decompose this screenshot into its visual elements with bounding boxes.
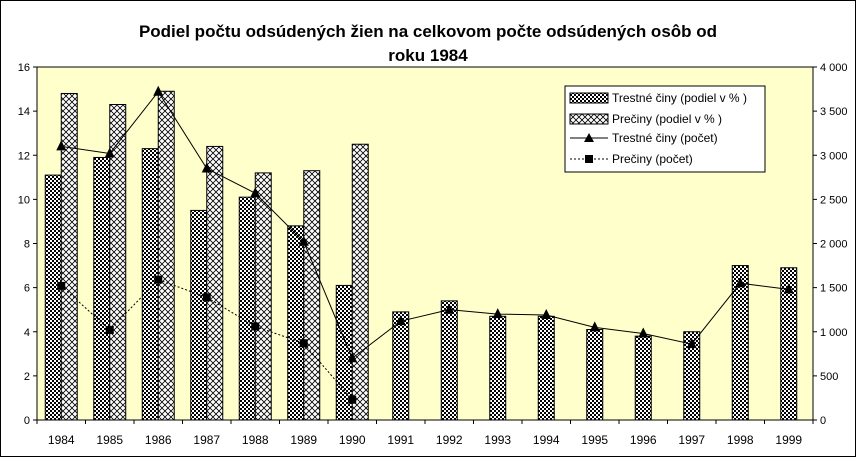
bar-trestne-podiel	[731, 265, 749, 421]
left-axis-tick-label: 16	[18, 62, 30, 74]
legend-label-preciny-pocet: Prečiny (počet)	[612, 152, 693, 166]
x-axis-tick-label: 1997	[678, 433, 705, 447]
x-axis: 1984 1985 1986 1987 1988 1989 1990 1991 1992 1993…	[36, 420, 814, 447]
marker-trestne-pocet	[589, 321, 600, 332]
marker-trestne-pocet	[250, 187, 261, 198]
x-axis-tick-label: 1998	[727, 433, 754, 447]
marker-preciny-pocet	[154, 275, 163, 284]
line-trestne-pocet	[61, 90, 789, 360]
x-axis-tick-label: 1992	[436, 433, 463, 447]
right-axis-tick-label: 1 500	[820, 283, 848, 295]
legend: Trestné činy (podiel v % ) Prečiny (podi…	[564, 85, 766, 173]
x-axis-tick-label: 1991	[387, 433, 414, 447]
bar-trestne-podiel	[683, 331, 701, 421]
marker-preciny-pocet	[202, 293, 211, 302]
left-axis-tick-label: 14	[18, 106, 30, 118]
x-axis-tick-label: 1986	[145, 433, 172, 447]
left-axis-tick-label: 10	[18, 194, 30, 206]
x-axis-tick-label: 1984	[48, 433, 75, 447]
bar-trestne-podiel	[44, 174, 62, 421]
legend-swatch-trestne-podiel	[569, 92, 609, 104]
legend-label-preciny-podiel: Prečiny (podiel v % )	[612, 112, 722, 126]
bar-trestne-podiel	[586, 329, 604, 421]
x-axis-tick-label: 1987	[193, 433, 220, 447]
bar-trestne-podiel	[190, 209, 208, 421]
x-axis-tick-label: 1989	[290, 433, 317, 447]
chart-title-line2: roku 1984	[388, 46, 468, 65]
bar-preciny-podiel	[60, 92, 78, 421]
bar-trestne-podiel	[780, 267, 798, 421]
x-axis-tick-label: 1999	[775, 433, 802, 447]
bar-preciny-podiel	[157, 90, 175, 421]
bar-trestne-podiel	[634, 335, 652, 421]
marker-trestne-pocet	[201, 162, 212, 173]
right-axis-tick-label: 1 000	[820, 327, 848, 339]
bar-trestne-podiel	[93, 156, 111, 421]
left-axis: 0 2 4 6 8 10 12 14 16	[18, 62, 37, 427]
x-axis-tick-label: 1994	[533, 433, 560, 447]
marker-trestne-pocet	[104, 147, 115, 158]
bar-preciny-podiel	[109, 104, 127, 421]
x-axis-tick-label: 1996	[630, 433, 657, 447]
marker-preciny-pocet	[57, 281, 66, 290]
left-axis-tick-label: 0	[24, 415, 30, 427]
right-axis-tick-label: 4 000	[820, 62, 848, 74]
bar-trestne-podiel	[440, 300, 458, 421]
marker-trestne-pocet	[444, 303, 455, 314]
right-axis: 0 500 1 000 1 500 2 000 2 500 3 000 3 500 4 000	[813, 62, 848, 427]
marker-trestne-pocet	[347, 352, 358, 363]
marker-trestne-pocet	[638, 327, 649, 338]
marker-trestne-pocet	[783, 283, 794, 294]
right-axis-tick-label: 3 000	[820, 150, 848, 162]
bar-preciny-podiel	[254, 172, 272, 421]
marker-preciny-pocet	[348, 395, 357, 404]
bar-trestne-podiel	[238, 196, 256, 421]
x-axis-tick-label: 1985	[96, 433, 123, 447]
left-axis-tick-label: 8	[24, 239, 30, 251]
legend-label-trestne-podiel: Trestné činy (podiel v % )	[612, 91, 747, 105]
left-axis-tick-label: 6	[24, 283, 30, 295]
bar-preciny-podiel	[206, 145, 224, 421]
marker-trestne-pocet	[298, 235, 309, 246]
marker-preciny-pocet	[105, 325, 114, 334]
left-axis-tick-label: 2	[24, 371, 30, 383]
right-axis-tick-label: 2 000	[820, 239, 848, 251]
bar-trestne-podiel	[287, 225, 305, 421]
marker-preciny-pocet	[299, 339, 308, 348]
bar-trestne-podiel	[392, 311, 410, 421]
legend-marker-square-icon	[585, 155, 593, 163]
bar-preciny-podiel	[303, 170, 321, 421]
x-axis-tick-label: 1995	[581, 433, 608, 447]
marker-trestne-pocet	[541, 308, 552, 319]
bar-trestne-podiel	[537, 315, 555, 421]
marker-trestne-pocet	[153, 85, 164, 96]
legend-marker-triangle-icon	[584, 133, 594, 142]
right-axis-tick-label: 500	[820, 371, 838, 383]
right-axis-tick-label: 2 500	[820, 194, 848, 206]
right-axis-tick-label: 0	[820, 415, 826, 427]
marker-trestne-pocet	[56, 140, 67, 151]
x-axis-tick-label: 1990	[339, 433, 366, 447]
marker-trestne-pocet	[686, 338, 697, 349]
marker-trestne-pocet	[395, 315, 406, 326]
x-axis-tick-label: 1988	[242, 433, 269, 447]
bar-trestne-podiel	[141, 148, 159, 421]
marker-trestne-pocet	[492, 308, 503, 319]
right-axis-tick-label: 3 500	[820, 106, 848, 118]
left-axis-tick-label: 4	[24, 327, 30, 339]
chart-title-line1: Podiel počtu odsúdených žien na celkovom…	[139, 22, 717, 41]
marker-preciny-pocet	[251, 322, 260, 331]
bars-layer	[44, 90, 798, 421]
bar-preciny-podiel	[351, 143, 369, 421]
marker-trestne-pocet	[735, 277, 746, 288]
legend-label-trestne-pocet: Trestné činy (počet)	[612, 131, 718, 145]
x-axis-tick-label: 1993	[484, 433, 511, 447]
legend-swatch-preciny-podiel	[569, 113, 609, 125]
bar-trestne-podiel	[489, 315, 507, 421]
left-axis-tick-label: 12	[18, 150, 30, 162]
lines-layer	[56, 85, 794, 404]
